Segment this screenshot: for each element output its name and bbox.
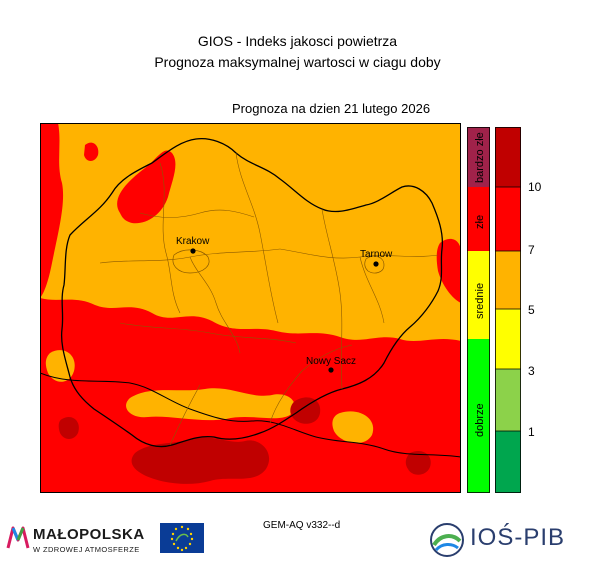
- malopolska-logo-icon: [6, 526, 30, 549]
- red-zone-north-blob: [117, 150, 176, 224]
- category-label-zle: złe: [474, 215, 486, 229]
- orange-pocket-southeast: [332, 411, 374, 444]
- scale-segment-3: [495, 309, 521, 369]
- red-zone-west: [40, 123, 64, 298]
- scale-tick-3: 3: [528, 364, 535, 378]
- category-label-srednie: srednie: [474, 283, 486, 319]
- darkred-spot-east: [405, 450, 431, 475]
- scale-segment-2: [495, 369, 521, 431]
- category-zle: [467, 187, 490, 251]
- city-label-tarnow: Tarnow: [360, 249, 393, 260]
- scale-segment-1: [495, 431, 521, 493]
- scale-tick-5: 5: [528, 303, 535, 317]
- scale-segment-4: [495, 251, 521, 309]
- model-version: GEM-AQ v332--d: [263, 520, 341, 531]
- forecast-date: Prognoza na dzien 21 lutego 2026: [232, 101, 431, 116]
- ios-pib-logo-text: IOŚ-PIB: [470, 524, 566, 551]
- scale-segment-6: [495, 127, 521, 187]
- county-borders: [99, 152, 439, 446]
- malopolska-logo-text: MAŁOPOLSKA: [33, 526, 145, 543]
- scale-tick-7: 7: [528, 243, 535, 257]
- city-dot-tarnow: [373, 261, 379, 267]
- darkred-spot-south: [131, 437, 270, 484]
- category-label-bardzo-zle: bardzo złe: [474, 132, 486, 183]
- malopolska-tagline: W ZDROWEJ ATMOSFERZE: [33, 545, 140, 554]
- orange-pocket-west: [45, 350, 75, 382]
- ios-pib-logo-icon: [430, 523, 464, 557]
- map-title: GIOS - Indeks jakosci powietrza: [197, 33, 398, 49]
- category-dobrze: [467, 339, 490, 493]
- category-srednie: [467, 251, 490, 339]
- tarnow-boundary: [364, 255, 385, 274]
- darkred-spot-center: [290, 397, 321, 424]
- city-label-nowy-sacz: Nowy Sacz: [306, 356, 356, 367]
- category-label-dobrze: dobrze: [474, 403, 486, 437]
- category-bardzo-zle: [467, 127, 490, 187]
- country-border: [40, 372, 461, 458]
- eu-life-logo-icon: [160, 523, 204, 553]
- scale-tick-10: 10: [528, 180, 542, 194]
- city-label-krakow: Krakow: [176, 236, 210, 247]
- red-zone-east: [436, 238, 461, 303]
- orange-pocket-south: [126, 388, 295, 421]
- scale-segment-5: [495, 187, 521, 251]
- red-zone-northwest: [84, 142, 99, 161]
- scale-tick-1: 1: [528, 425, 535, 439]
- map-frame: [40, 123, 461, 493]
- index-scale-bar: [495, 127, 521, 493]
- map-subtitle: Prognoza maksymalnej wartosci w ciagu do…: [154, 54, 441, 70]
- darkred-spot-southwest: [58, 416, 79, 439]
- aqi-category-bar: bardzo złe złe srednie dobrze: [467, 127, 490, 493]
- air-quality-map: Krakow Tarnow Nowy Sacz: [40, 123, 461, 493]
- city-dot-nowy-sacz: [328, 367, 334, 373]
- city-dot-krakow: [190, 248, 196, 254]
